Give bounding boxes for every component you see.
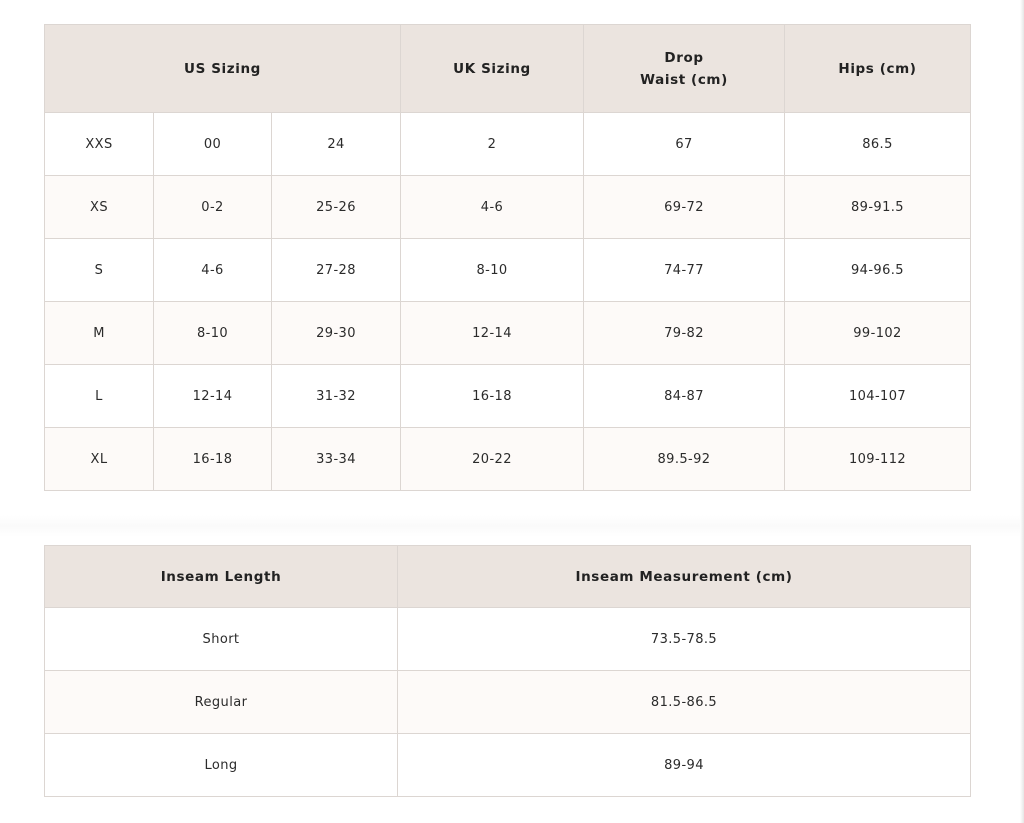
table-cell: 16-18: [400, 364, 584, 428]
table-row: XXS 00 24 2 67 86.5: [44, 112, 971, 176]
table-cell: 33-34: [271, 427, 401, 491]
table-cell: 84-87: [583, 364, 785, 428]
size-chart-table: US Sizing UK Sizing Drop Waist (cm) Hips …: [44, 24, 971, 491]
table-cell: Regular: [44, 670, 398, 734]
table-cell: 104-107: [784, 364, 971, 428]
table-cell: 67: [583, 112, 785, 176]
header-inseam-length: Inseam Length: [44, 545, 398, 608]
table-cell: 27-28: [271, 238, 401, 302]
table-cell: 69-72: [583, 175, 785, 239]
table-cell: Long: [44, 733, 398, 797]
table-cell: XS: [44, 175, 154, 239]
inseam-header-row: Inseam Length Inseam Measurement (cm): [44, 545, 971, 608]
table-cell: 94-96.5: [784, 238, 971, 302]
table-cell: M: [44, 301, 154, 365]
table-row: S 4-6 27-28 8-10 74-77 94-96.5: [44, 238, 971, 302]
table-cell: 86.5: [784, 112, 971, 176]
table-cell: 4-6: [153, 238, 272, 302]
table-cell: 109-112: [784, 427, 971, 491]
header-inseam-measurement: Inseam Measurement (cm): [397, 545, 971, 608]
size-chart-header-row: US Sizing UK Sizing Drop Waist (cm) Hips …: [44, 24, 971, 113]
table-cell: 89-94: [397, 733, 971, 797]
table-cell: 25-26: [271, 175, 401, 239]
table-cell: 89.5-92: [583, 427, 785, 491]
page-edge: [1020, 0, 1024, 823]
table-cell: 8-10: [153, 301, 272, 365]
table-cell: Short: [44, 607, 398, 671]
table-cell: 31-32: [271, 364, 401, 428]
table-cell: 20-22: [400, 427, 584, 491]
table-row: XS 0-2 25-26 4-6 69-72 89-91.5: [44, 175, 971, 239]
header-drop: Drop: [664, 49, 704, 66]
table-cell: 81.5-86.5: [397, 670, 971, 734]
table-cell: 4-6: [400, 175, 584, 239]
table-cell: 0-2: [153, 175, 272, 239]
table-cell: 16-18: [153, 427, 272, 491]
table-cell: XXS: [44, 112, 154, 176]
table-row: Long 89-94: [44, 733, 971, 797]
table-cell: 12-14: [153, 364, 272, 428]
table-cell: 74-77: [583, 238, 785, 302]
header-drop-waist: Drop Waist (cm): [583, 24, 785, 113]
inseam-table: Inseam Length Inseam Measurement (cm) Sh…: [44, 545, 971, 797]
table-cell: 12-14: [400, 301, 584, 365]
table-cell: 79-82: [583, 301, 785, 365]
table-cell: 29-30: [271, 301, 401, 365]
section-divider: [0, 515, 1024, 537]
table-cell: 8-10: [400, 238, 584, 302]
table-row: L 12-14 31-32 16-18 84-87 104-107: [44, 364, 971, 428]
table-cell: 00: [153, 112, 272, 176]
table-cell: XL: [44, 427, 154, 491]
table-cell: L: [44, 364, 154, 428]
table-row: Regular 81.5-86.5: [44, 670, 971, 734]
table-row: Short 73.5-78.5: [44, 607, 971, 671]
table-cell: 2: [400, 112, 584, 176]
header-waist: Waist (cm): [640, 71, 728, 88]
header-us-sizing: US Sizing: [44, 24, 401, 113]
table-cell: 73.5-78.5: [397, 607, 971, 671]
table-row: M 8-10 29-30 12-14 79-82 99-102: [44, 301, 971, 365]
header-uk-sizing: UK Sizing: [400, 24, 584, 113]
header-hips: Hips (cm): [784, 24, 971, 113]
table-cell: 99-102: [784, 301, 971, 365]
table-cell: 24: [271, 112, 401, 176]
table-row: XL 16-18 33-34 20-22 89.5-92 109-112: [44, 427, 971, 491]
table-cell: 89-91.5: [784, 175, 971, 239]
table-cell: S: [44, 238, 154, 302]
